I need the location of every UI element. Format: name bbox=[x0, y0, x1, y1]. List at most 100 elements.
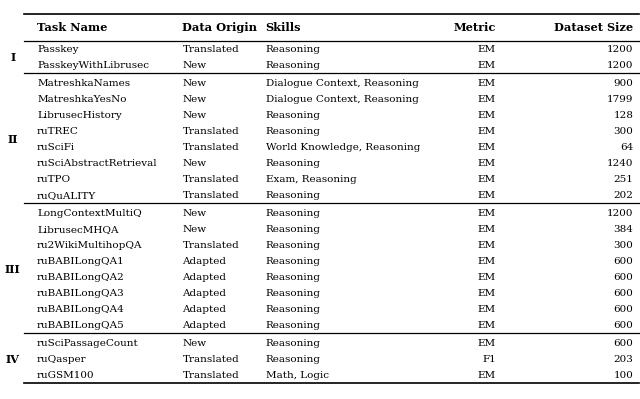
Text: ruBABILongQA4: ruBABILongQA4 bbox=[37, 305, 125, 314]
Text: EM: EM bbox=[478, 339, 496, 348]
Text: Reasoning: Reasoning bbox=[266, 273, 321, 282]
Text: ruQasper: ruQasper bbox=[37, 355, 87, 364]
Text: F1: F1 bbox=[483, 355, 496, 364]
Text: 203: 203 bbox=[614, 355, 634, 364]
Text: Translated: Translated bbox=[182, 191, 239, 200]
Text: EM: EM bbox=[478, 191, 496, 200]
Text: Dataset Size: Dataset Size bbox=[554, 22, 634, 33]
Text: Exam, Reasoning: Exam, Reasoning bbox=[266, 175, 356, 184]
Text: MatreshkaYesNo: MatreshkaYesNo bbox=[37, 95, 127, 104]
Text: Translated: Translated bbox=[182, 371, 239, 380]
Text: EM: EM bbox=[478, 159, 496, 168]
Text: EM: EM bbox=[478, 305, 496, 314]
Text: Reasoning: Reasoning bbox=[266, 191, 321, 200]
Text: Dialogue Context, Reasoning: Dialogue Context, Reasoning bbox=[266, 79, 419, 88]
Text: Adapted: Adapted bbox=[182, 257, 227, 266]
Text: 1200: 1200 bbox=[607, 45, 634, 53]
Text: Adapted: Adapted bbox=[182, 305, 227, 314]
Text: Reasoning: Reasoning bbox=[266, 321, 321, 330]
Text: 1240: 1240 bbox=[607, 159, 634, 168]
Text: Reasoning: Reasoning bbox=[266, 111, 321, 120]
Text: 300: 300 bbox=[614, 127, 634, 136]
Text: Reasoning: Reasoning bbox=[266, 257, 321, 266]
Text: EM: EM bbox=[478, 61, 496, 69]
Text: EM: EM bbox=[478, 127, 496, 136]
Text: III: III bbox=[5, 264, 20, 275]
Text: Adapted: Adapted bbox=[182, 321, 227, 330]
Text: 100: 100 bbox=[614, 371, 634, 380]
Text: EM: EM bbox=[478, 273, 496, 282]
Text: EM: EM bbox=[478, 45, 496, 53]
Text: 600: 600 bbox=[614, 321, 634, 330]
Text: ru2WikiMultihopQA: ru2WikiMultihopQA bbox=[37, 241, 143, 250]
Text: 900: 900 bbox=[614, 79, 634, 88]
Text: ruBABILongQA3: ruBABILongQA3 bbox=[37, 289, 125, 298]
Text: Reasoning: Reasoning bbox=[266, 355, 321, 364]
Text: Reasoning: Reasoning bbox=[266, 209, 321, 218]
Text: Math, Logic: Math, Logic bbox=[266, 371, 328, 380]
Text: Reasoning: Reasoning bbox=[266, 159, 321, 168]
Text: New: New bbox=[182, 339, 207, 348]
Text: EM: EM bbox=[478, 111, 496, 120]
Text: Dialogue Context, Reasoning: Dialogue Context, Reasoning bbox=[266, 95, 419, 104]
Text: 128: 128 bbox=[614, 111, 634, 120]
Text: New: New bbox=[182, 79, 207, 88]
Text: New: New bbox=[182, 159, 207, 168]
Text: EM: EM bbox=[478, 143, 496, 152]
Text: ruBABILongQA2: ruBABILongQA2 bbox=[37, 273, 125, 282]
Text: Reasoning: Reasoning bbox=[266, 61, 321, 69]
Text: PasskeyWithLibrusec: PasskeyWithLibrusec bbox=[37, 61, 149, 69]
Text: LibrusecMHQA: LibrusecMHQA bbox=[37, 225, 118, 234]
Text: Translated: Translated bbox=[182, 241, 239, 250]
Text: Reasoning: Reasoning bbox=[266, 305, 321, 314]
Text: Translated: Translated bbox=[182, 143, 239, 152]
Text: EM: EM bbox=[478, 95, 496, 104]
Text: 1200: 1200 bbox=[607, 61, 634, 69]
Text: 600: 600 bbox=[614, 273, 634, 282]
Text: EM: EM bbox=[478, 79, 496, 88]
Text: ruSciAbstractRetrieval: ruSciAbstractRetrieval bbox=[37, 159, 157, 168]
Text: New: New bbox=[182, 225, 207, 234]
Text: ruBABILongQA1: ruBABILongQA1 bbox=[37, 257, 125, 266]
Text: EM: EM bbox=[478, 225, 496, 234]
Text: 300: 300 bbox=[614, 241, 634, 250]
Text: 64: 64 bbox=[620, 143, 634, 152]
Text: Data Origin: Data Origin bbox=[182, 22, 257, 33]
Text: Adapted: Adapted bbox=[182, 289, 227, 298]
Text: Metric: Metric bbox=[454, 22, 496, 33]
Text: Reasoning: Reasoning bbox=[266, 241, 321, 250]
Text: 1799: 1799 bbox=[607, 95, 634, 104]
Text: Reasoning: Reasoning bbox=[266, 339, 321, 348]
Text: Reasoning: Reasoning bbox=[266, 225, 321, 234]
Text: EM: EM bbox=[478, 209, 496, 218]
Text: EM: EM bbox=[478, 241, 496, 250]
Text: 251: 251 bbox=[614, 175, 634, 184]
Text: ruTPO: ruTPO bbox=[37, 175, 71, 184]
Text: EM: EM bbox=[478, 289, 496, 298]
Text: 384: 384 bbox=[614, 225, 634, 234]
Text: EM: EM bbox=[478, 321, 496, 330]
Text: New: New bbox=[182, 61, 207, 69]
Text: EM: EM bbox=[478, 175, 496, 184]
Text: EM: EM bbox=[478, 257, 496, 266]
Text: ruSciPassageCount: ruSciPassageCount bbox=[37, 339, 139, 348]
Text: ruBABILongQA5: ruBABILongQA5 bbox=[37, 321, 125, 330]
Text: Reasoning: Reasoning bbox=[266, 127, 321, 136]
Text: Reasoning: Reasoning bbox=[266, 45, 321, 53]
Text: Task Name: Task Name bbox=[37, 22, 108, 33]
Text: MatreshkaNames: MatreshkaNames bbox=[37, 79, 131, 88]
Text: Translated: Translated bbox=[182, 127, 239, 136]
Text: New: New bbox=[182, 209, 207, 218]
Text: Translated: Translated bbox=[182, 175, 239, 184]
Text: Passkey: Passkey bbox=[37, 45, 79, 53]
Text: 600: 600 bbox=[614, 257, 634, 266]
Text: Translated: Translated bbox=[182, 45, 239, 53]
Text: 1200: 1200 bbox=[607, 209, 634, 218]
Text: ruSciFi: ruSciFi bbox=[37, 143, 76, 152]
Text: EM: EM bbox=[478, 371, 496, 380]
Text: 202: 202 bbox=[614, 191, 634, 200]
Text: LongContextMultiQ: LongContextMultiQ bbox=[37, 209, 142, 218]
Text: IV: IV bbox=[6, 354, 20, 365]
Text: ruQuALITY: ruQuALITY bbox=[37, 191, 97, 200]
Text: New: New bbox=[182, 111, 207, 120]
